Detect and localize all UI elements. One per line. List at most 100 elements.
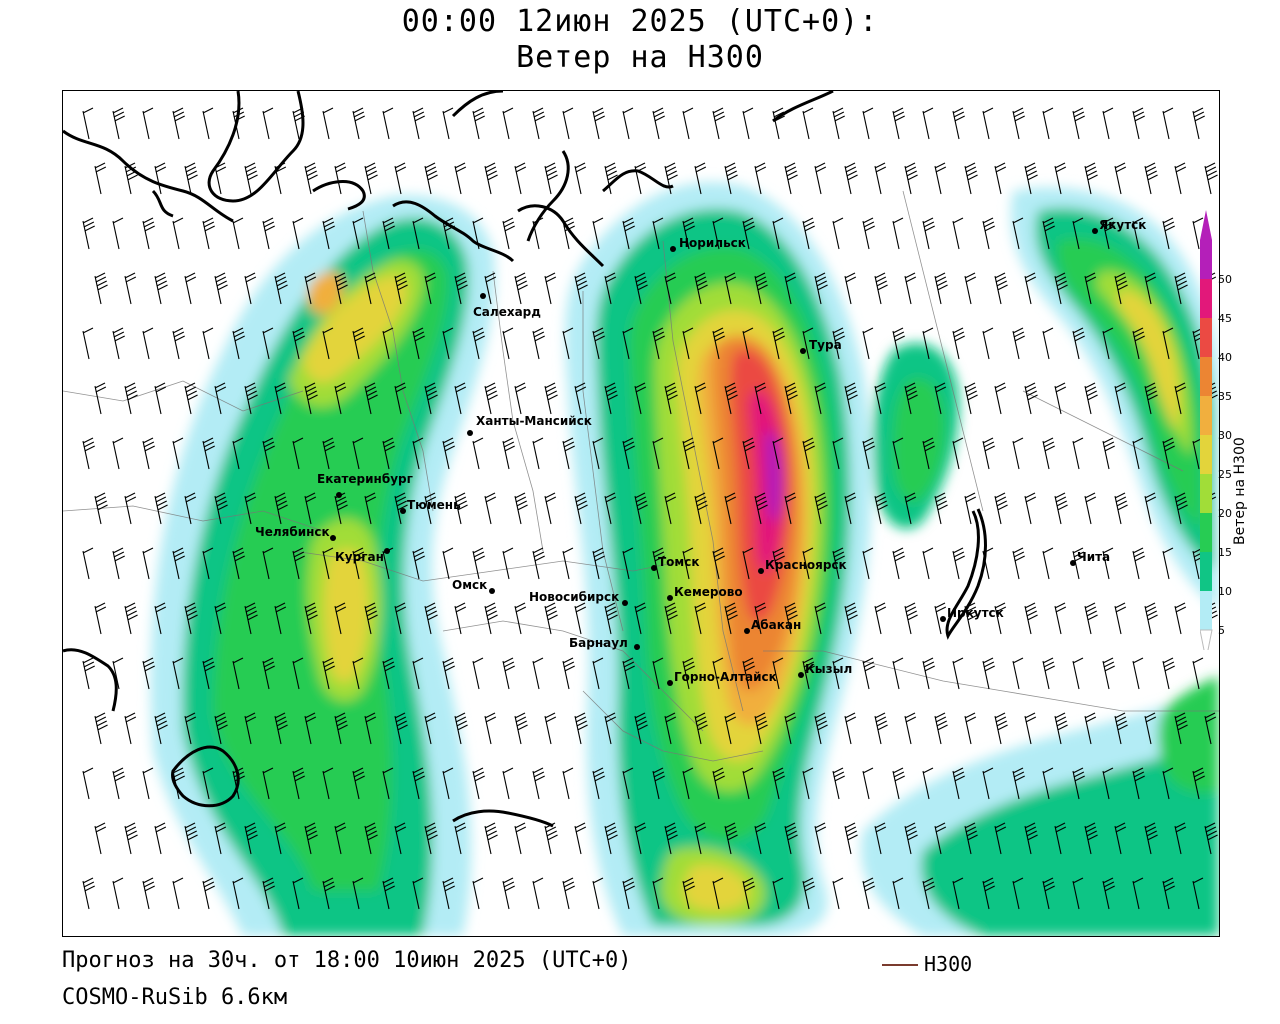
- wind-barb: [502, 107, 514, 140]
- central-jet-zone: [565, 182, 872, 936]
- wind-barb: [184, 382, 198, 415]
- wind-barb: [334, 712, 348, 745]
- city-label: Кызыл: [805, 662, 852, 676]
- legend-tick-label: 5: [1218, 624, 1225, 637]
- wind-barb: [724, 162, 738, 195]
- wind-barb: [292, 327, 305, 360]
- wind-barb: [94, 382, 107, 415]
- city-dot: [336, 492, 342, 498]
- wind-barb: [502, 657, 515, 690]
- wind-barb: [1114, 492, 1128, 525]
- wind-barb: [454, 712, 468, 745]
- wind-barb: [934, 162, 947, 195]
- wind-barb: [742, 767, 754, 800]
- wind-barb: [724, 712, 737, 745]
- wind-barb: [1102, 657, 1115, 690]
- wind-barb: [292, 217, 304, 250]
- wind-barb: [754, 712, 768, 745]
- legend-tick-label: 15: [1218, 546, 1232, 559]
- legend-tick-label: 10: [1218, 585, 1232, 598]
- wind-barb: [142, 217, 155, 250]
- wind-barb: [994, 602, 1007, 635]
- wind-barb: [592, 327, 605, 360]
- wind-barb: [652, 437, 664, 470]
- wind-barb: [442, 107, 454, 140]
- wind-barb: [454, 382, 467, 415]
- wind-barb: [382, 877, 395, 910]
- wind-barb: [352, 547, 365, 580]
- wind-barb: [724, 492, 737, 525]
- wind-barb: [832, 767, 845, 800]
- wind-barb: [634, 162, 647, 195]
- wind-barb: [934, 272, 948, 305]
- wind-barb: [1204, 712, 1217, 745]
- city-label: Новосибирск: [529, 590, 619, 604]
- wind-barb: [514, 712, 528, 745]
- wind-barb: [1144, 162, 1158, 195]
- wind-barb: [244, 822, 258, 855]
- wind-barb: [694, 492, 708, 525]
- city-dot: [670, 246, 676, 252]
- wind-barb: [112, 877, 124, 910]
- wind-barb: [142, 327, 154, 360]
- wind-barb: [442, 437, 455, 470]
- wind-barb: [562, 657, 575, 690]
- wind-barb: [904, 492, 917, 525]
- city-label: Тюмень: [407, 498, 461, 512]
- wind-barb: [112, 437, 124, 470]
- wind-barb: [952, 217, 964, 250]
- wind-barb: [274, 602, 287, 635]
- wind-barb: [1174, 822, 1187, 855]
- wind-barb: [712, 217, 724, 250]
- wind-barb: [634, 712, 648, 745]
- wind-barb: [1162, 657, 1175, 690]
- city-dot: [1070, 560, 1076, 566]
- wind-barb: [742, 437, 755, 470]
- wind-barb: [574, 822, 587, 855]
- wind-barb: [682, 767, 694, 800]
- wind-barb: [304, 712, 317, 745]
- wind-barb: [82, 877, 95, 910]
- wind-barb: [232, 217, 244, 250]
- wind-barb: [574, 382, 587, 415]
- wind-barb: [1012, 327, 1025, 360]
- wind-barb: [472, 327, 485, 360]
- wind-barb: [742, 107, 754, 140]
- forecast-info: Прогноз на 30ч. от 18:00 10июн 2025 (UTC…: [62, 948, 632, 973]
- wind-barb: [1162, 437, 1175, 470]
- wind-barb: [334, 272, 348, 305]
- wind-barb: [1024, 272, 1037, 305]
- wind-barb: [604, 822, 618, 855]
- city-label: Челябинск: [255, 525, 330, 539]
- contour-line-sample: [882, 964, 918, 966]
- wind-barb: [784, 382, 798, 415]
- wind-barb: [592, 107, 605, 140]
- wind-barb: [964, 272, 977, 305]
- wind-barb: [442, 547, 454, 580]
- wind-barb: [232, 657, 244, 690]
- wind-barb: [964, 382, 978, 415]
- city-label: Кемерово: [674, 585, 743, 599]
- wind-barb: [634, 272, 648, 305]
- wind-barb: [544, 822, 558, 855]
- wind-barb: [274, 382, 287, 415]
- wind-barb: [202, 437, 215, 470]
- wind-barb: [1174, 492, 1188, 525]
- wind-barb: [994, 162, 1007, 195]
- wind-barb: [364, 162, 378, 195]
- wind-barb: [682, 107, 694, 140]
- wind-barb: [274, 162, 287, 195]
- wind-barb: [592, 767, 605, 800]
- wind-barb: [712, 437, 724, 470]
- wind-barb: [604, 712, 617, 745]
- wind-barb: [574, 272, 588, 305]
- wind-barb: [1024, 712, 1037, 745]
- west-jet-zone: [150, 195, 495, 936]
- wind-barb: [304, 602, 318, 635]
- wind-barb: [1012, 547, 1025, 580]
- wind-barb: [262, 217, 275, 250]
- wind-barb: [682, 327, 694, 360]
- wind-barb: [964, 492, 977, 525]
- wind-barb: [1192, 217, 1204, 250]
- wind-barb: [1114, 382, 1127, 415]
